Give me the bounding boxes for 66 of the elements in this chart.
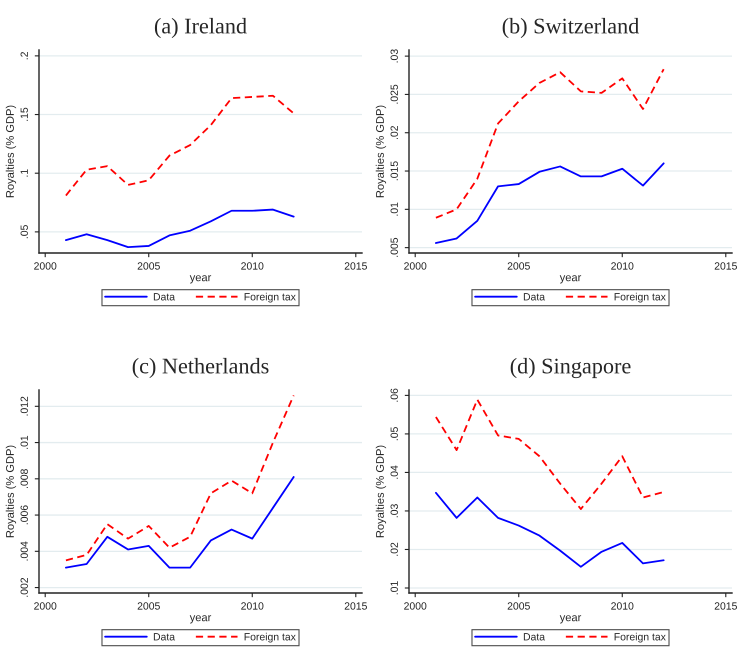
x-tick-label: 2000 [404, 602, 426, 610]
x-tick-label: 2000 [34, 262, 56, 270]
line-series [435, 162, 665, 244]
y-tick-label: .15 [20, 108, 28, 121]
y-tick-label: .015 [390, 161, 398, 180]
x-tick-label: 2000 [34, 602, 56, 610]
chart-title: (b) Switzerland [502, 18, 640, 38]
y-tick-label: .1 [20, 169, 28, 177]
y-axis-title: Royalties (% GDP) [376, 446, 386, 538]
x-tick-label: 2010 [241, 262, 264, 270]
chart-title: (d) Singapore [510, 358, 631, 378]
y-tick-label: .006 [20, 505, 28, 524]
y-axis-title: Royalties (% GDP) [6, 446, 16, 538]
y-tick-label: .05 [390, 427, 398, 440]
legend-label: Data [524, 293, 546, 300]
line-series [65, 394, 295, 562]
x-tick-label: 2005 [138, 602, 160, 610]
line-series [435, 398, 665, 510]
legend-label: Foreign tax [614, 292, 666, 303]
line-series [65, 476, 295, 569]
y-tick-label: .02 [390, 542, 398, 556]
legend-label: Foreign tax [244, 632, 296, 643]
legend-label: Data [154, 293, 176, 300]
legend-label: Data [524, 633, 546, 640]
line-series [65, 208, 295, 248]
x-tick-label: 2015 [344, 262, 367, 270]
legend-label: Foreign tax [244, 292, 296, 303]
chart-title: (a) Ireland [154, 18, 247, 38]
y-tick-label: .005 [390, 238, 398, 257]
x-axis-title: year [560, 275, 582, 284]
y-tick-label: .03 [390, 49, 398, 62]
x-tick-label: 2005 [508, 262, 530, 270]
y-tick-label: .01 [20, 436, 28, 449]
line-series [435, 492, 665, 568]
x-tick-label: 2000 [404, 262, 426, 270]
y-tick-label: .06 [390, 388, 398, 402]
y-tick-label: .2 [20, 52, 28, 60]
y-tick-label: .03 [390, 504, 398, 518]
legend-label: Data [154, 633, 176, 640]
x-tick-label: 2015 [344, 602, 367, 610]
line-series [65, 94, 295, 196]
y-tick-label: .05 [20, 225, 28, 238]
x-axis-title: year [560, 615, 582, 624]
x-tick-label: 2015 [714, 262, 737, 270]
x-tick-label: 2005 [138, 262, 160, 270]
x-tick-label: 2015 [714, 602, 737, 610]
x-tick-label: 2005 [508, 602, 530, 610]
y-tick-label: .008 [20, 469, 28, 488]
y-tick-label: .04 [390, 465, 398, 479]
y-tick-label: .002 [20, 578, 28, 597]
y-tick-label: .025 [390, 84, 398, 104]
y-tick-label: .02 [390, 126, 398, 140]
y-axis-title: Royalties (% GDP) [376, 106, 386, 198]
y-tick-label: .01 [390, 202, 398, 216]
y-tick-label: .012 [20, 396, 28, 416]
x-tick-label: 2010 [611, 602, 634, 610]
y-tick-label: .004 [20, 541, 28, 560]
y-axis-title: Royalties (% GDP) [6, 106, 16, 198]
x-tick-label: 2010 [611, 262, 634, 270]
chart-title: (c) Netherlands [132, 358, 268, 378]
line-series [435, 68, 665, 219]
x-tick-label: 2010 [241, 602, 264, 610]
legend-label: Foreign tax [614, 632, 666, 643]
y-tick-label: .01 [390, 581, 398, 594]
x-axis-title: year [190, 275, 212, 284]
x-axis-title: year [190, 615, 212, 624]
